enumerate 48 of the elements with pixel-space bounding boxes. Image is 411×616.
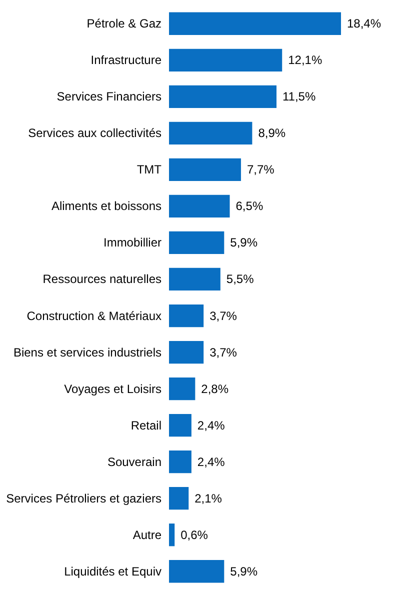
data-label: 3,7% xyxy=(210,308,238,323)
y-tick-label: Liquidités et Equiv xyxy=(64,564,162,578)
y-tick-label: Autre xyxy=(132,528,162,542)
data-label: 5,5% xyxy=(226,272,254,286)
y-tick-label: Services aux collectivités xyxy=(28,126,162,140)
bar xyxy=(169,487,189,510)
y-tick-label: Biens et services industriels xyxy=(13,345,162,360)
data-label: 5,9% xyxy=(230,236,258,250)
bar xyxy=(169,377,196,400)
bar xyxy=(169,414,192,437)
y-tick-label: Aliments et boissons xyxy=(51,199,162,214)
data-label: 8,9% xyxy=(258,126,286,140)
data-label: 2,1% xyxy=(194,491,222,506)
y-tick-label: Pétrole & Gaz xyxy=(86,16,162,31)
y-tick-label: Infrastructure xyxy=(90,53,162,68)
bar xyxy=(169,85,276,108)
data-label: 12,1% xyxy=(288,53,322,68)
y-tick-label: Services Financiers xyxy=(56,90,162,104)
y-tick-label: Souverain xyxy=(107,454,162,469)
y-tick-label: Voyages et Loisirs xyxy=(64,382,162,396)
bar xyxy=(169,304,204,328)
data-label: 6,5% xyxy=(236,199,264,214)
data-label: 3,7% xyxy=(210,345,238,360)
data-label: 11,5% xyxy=(282,90,316,104)
data-label: 2,4% xyxy=(197,418,226,432)
bar xyxy=(169,268,220,291)
bar xyxy=(169,158,241,182)
bar xyxy=(169,524,175,546)
y-tick-label: TMT xyxy=(136,162,162,177)
y-tick-label: Retail xyxy=(130,418,162,432)
data-label: 0,6% xyxy=(180,528,208,542)
data-label: 18,4% xyxy=(347,16,382,31)
y-tick-label: Construction & Matériaux xyxy=(26,308,162,323)
data-label: 2,8% xyxy=(201,382,229,396)
bar xyxy=(169,122,252,144)
data-label: 7,7% xyxy=(246,162,275,177)
bar xyxy=(169,194,230,218)
bar xyxy=(169,340,204,364)
y-tick-label: Services Pétroliers et gaziers xyxy=(6,491,162,506)
data-label: 2,4% xyxy=(197,454,226,469)
bar xyxy=(169,231,224,254)
data-label: 5,9% xyxy=(230,564,258,578)
bar xyxy=(169,12,341,35)
bar xyxy=(169,560,224,583)
y-tick-label: Immobillier xyxy=(103,236,162,250)
bar xyxy=(169,48,282,72)
y-tick-label: Ressources naturelles xyxy=(42,272,162,286)
bar xyxy=(169,450,192,474)
